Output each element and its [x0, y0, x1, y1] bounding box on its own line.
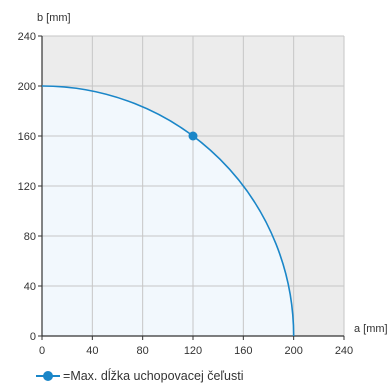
x-tick-label: 240	[335, 345, 353, 357]
series-marker	[188, 131, 198, 141]
legend-symbol	[36, 371, 60, 381]
y-tick-label: 0	[30, 331, 36, 343]
x-tick-label: 40	[86, 345, 98, 357]
y-tick-label: 120	[18, 181, 36, 193]
y-tick-label: 40	[24, 281, 36, 293]
x-tick-label: 80	[137, 345, 149, 357]
tick-labels: 0 40 80 120 160 200 240 0 40 80 120 160 200 240	[18, 31, 354, 357]
x-tick-label: 200	[284, 345, 302, 357]
x-tick-label: 160	[234, 345, 252, 357]
y-tick-label: 80	[24, 231, 36, 243]
series-line	[41, 85, 295, 337]
legend: = Max. dĺžka uchopovacej čeľusti	[36, 368, 244, 384]
x-tick-label: 0	[39, 345, 45, 357]
x-axis-label: a [mm]	[354, 323, 388, 335]
y-tick-label: 240	[18, 31, 36, 43]
chart: 0 40 80 120 160 200 240 0 40 80 120 160 200 240 b [mm…	[18, 12, 388, 357]
legend-text: Max. dĺžka uchopovacej čeľusti	[70, 369, 244, 383]
x-tick-label: 120	[184, 345, 202, 357]
reach-area	[42, 86, 294, 336]
y-tick-label: 160	[18, 131, 36, 143]
y-axis-label: b [mm]	[37, 12, 71, 24]
y-tick-label: 200	[18, 81, 36, 93]
legend-prefix: =	[63, 369, 71, 383]
legend-marker	[43, 371, 53, 381]
